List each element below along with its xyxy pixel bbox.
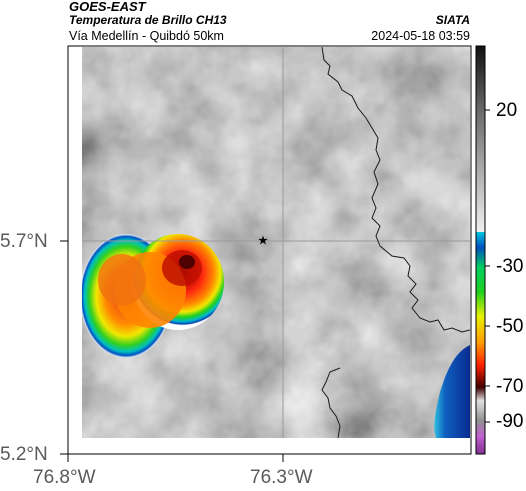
route-label: Vía Medellín - Quibdó 50km <box>69 29 224 43</box>
department-border-south <box>321 367 341 438</box>
satellite-name: GOES-EAST <box>69 0 146 14</box>
lat-tick-label: 5.7°N <box>0 231 48 252</box>
colorbar <box>475 45 490 455</box>
storm-cell <box>82 234 224 358</box>
colorbar-label: -90 <box>496 411 524 432</box>
colorbar-label: -50 <box>496 316 524 337</box>
satellite-imagery <box>82 47 470 438</box>
lon-tick-label: 76.8°W <box>33 467 96 488</box>
department-border <box>321 47 470 333</box>
lon-tick-label: 76.3°W <box>250 467 313 488</box>
organization-label: SIATA <box>435 13 470 27</box>
colorbar-label: -70 <box>496 376 524 397</box>
colorbar-label: -30 <box>496 256 524 277</box>
cold-cloud-southeast <box>434 345 470 438</box>
lat-tick-label: 5.2°N <box>0 444 48 465</box>
timestamp: 2024-05-18 03:59 <box>371 29 470 43</box>
star-icon <box>258 235 268 245</box>
product-title: Temperatura de Brillo CH13 <box>69 13 227 27</box>
colorbar-label: 20 <box>496 100 518 121</box>
